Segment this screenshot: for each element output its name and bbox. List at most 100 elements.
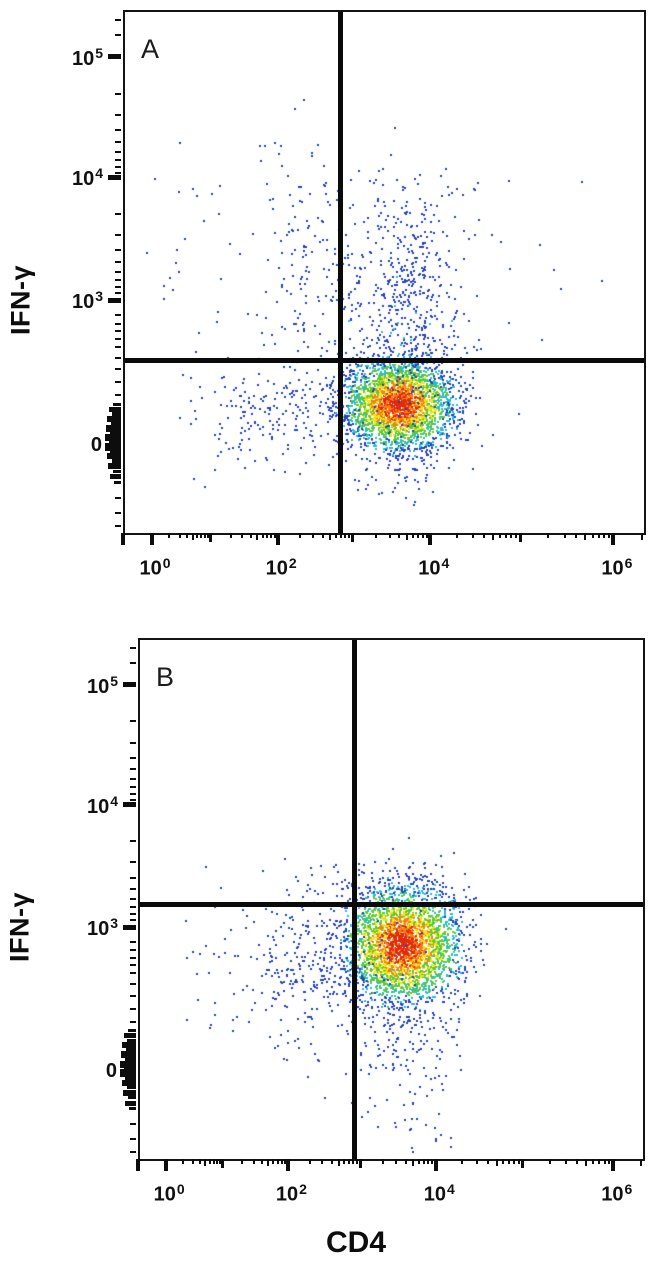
- x-minor-tick: [608, 1159, 611, 1164]
- x-minor-tick: [256, 533, 259, 540]
- y-minor-tick: [130, 647, 136, 650]
- y-near-zero-tick: [129, 1107, 136, 1111]
- y-near-zero-tick: [121, 1051, 136, 1059]
- y-tick-label: 105: [71, 45, 103, 70]
- y-near-zero-tick: [114, 481, 121, 485]
- x-minor-tick: [513, 1159, 516, 1164]
- y-minor-tick: [115, 367, 121, 370]
- x-minor-tick: [261, 533, 264, 538]
- x-major-tick: [275, 533, 280, 545]
- x-minor-tick: [276, 1159, 279, 1164]
- y-minor-tick: [130, 861, 136, 864]
- y-near-zero-tick: [120, 1060, 136, 1068]
- x-minor-tick: [272, 1159, 275, 1164]
- y-near-zero-tick: [108, 463, 121, 470]
- y-minor-tick: [130, 661, 136, 664]
- x-minor-tick: [347, 533, 350, 538]
- y-near-zero-tick: [125, 1057, 136, 1062]
- x-minor-tick: [374, 533, 377, 538]
- y-near-zero-tick: [106, 424, 121, 432]
- x-minor-tick: [299, 533, 302, 538]
- x-major-tick: [521, 1159, 525, 1168]
- x-minor-tick: [517, 1159, 520, 1164]
- x-tick-label: 102: [265, 555, 297, 580]
- x-minor-tick: [510, 533, 513, 538]
- y-minor-tick: [130, 840, 136, 843]
- x-minor-tick: [181, 1159, 184, 1164]
- y-major-tick: [123, 682, 136, 688]
- x-minor-tick: [249, 533, 252, 538]
- y-near-zero-tick: [122, 1042, 136, 1049]
- x-minor-tick: [267, 1159, 270, 1166]
- x-minor-tick: [204, 1159, 207, 1166]
- x-major-tick: [350, 533, 354, 542]
- x-major-tick: [221, 1159, 224, 1168]
- y-minor-tick: [130, 1020, 136, 1023]
- y-near-zero-tick: [128, 1096, 136, 1100]
- x-minor-tick: [348, 1159, 351, 1164]
- y-near-zero-tick: [109, 406, 121, 412]
- x-minor-tick: [563, 533, 566, 538]
- x-corner-tick: [641, 533, 643, 540]
- x-minor-tick: [411, 533, 414, 538]
- x-minor-tick: [218, 1159, 221, 1164]
- y-major-tick: [108, 297, 121, 303]
- y-minor-tick: [115, 171, 121, 174]
- y-minor-tick: [115, 345, 121, 348]
- y-near-zero-tick: [110, 474, 121, 480]
- panel-a-quadrant-gate-horizontal: [125, 357, 644, 363]
- y-minor-tick: [115, 234, 121, 237]
- x-minor-tick: [191, 533, 194, 540]
- y-minor-tick: [130, 983, 136, 986]
- x-minor-tick: [168, 533, 171, 538]
- x-minor-tick: [598, 1159, 601, 1164]
- x-minor-tick: [191, 1159, 194, 1164]
- x-minor-tick: [198, 1159, 201, 1164]
- y-near-zero-tick: [115, 496, 121, 499]
- x-minor-tick: [382, 1159, 385, 1164]
- x-major-tick: [611, 1159, 616, 1171]
- x-minor-tick: [203, 533, 206, 538]
- x-tick-label: 100: [139, 555, 171, 580]
- y-minor-tick: [115, 212, 121, 215]
- y-minor-tick: [115, 165, 121, 168]
- y-minor-tick: [115, 92, 121, 95]
- x-minor-tick: [337, 1159, 340, 1166]
- y-minor-tick: [115, 34, 121, 36]
- y-near-zero-tick: [113, 402, 121, 406]
- y-tick-label: 104: [71, 165, 103, 191]
- x-minor-tick: [608, 533, 611, 538]
- x-minor-tick: [584, 533, 587, 540]
- x-minor-tick: [418, 1159, 421, 1164]
- y-near-zero-tick: [112, 412, 121, 417]
- x-minor-tick: [585, 1159, 588, 1166]
- x-major-tick: [163, 1159, 168, 1171]
- x-minor-tick: [405, 533, 408, 540]
- y-minor-tick: [115, 249, 121, 252]
- y-tick-label: 105: [86, 672, 118, 698]
- x-minor-tick: [597, 533, 600, 538]
- x-minor-tick: [330, 1159, 333, 1164]
- y-minor-tick: [115, 356, 121, 359]
- x-major-tick: [611, 533, 616, 545]
- x-minor-tick: [417, 533, 420, 538]
- y-near-zero-tick: [124, 1066, 136, 1072]
- x-minor-tick: [344, 533, 347, 538]
- x-minor-tick: [576, 1159, 579, 1164]
- y-minor-tick: [115, 286, 121, 289]
- y-minor-tick: [130, 799, 136, 802]
- y-minor-tick: [115, 330, 121, 333]
- x-major-tick: [428, 533, 433, 545]
- panel-b-quadrant-gate-horizontal: [140, 901, 643, 907]
- x-major-tick: [149, 533, 154, 545]
- y-minor-tick: [115, 394, 121, 397]
- y-near-zero-tick: [125, 1100, 136, 1106]
- y-minor-tick: [130, 786, 136, 789]
- x-minor-tick: [472, 533, 475, 538]
- x-minor-tick: [499, 533, 502, 538]
- y-near-zero-tick: [105, 443, 121, 452]
- x-minor-tick: [425, 533, 428, 538]
- y-tick-label: 0: [105, 1060, 117, 1083]
- y-near-zero-tick: [110, 449, 121, 455]
- y-minor-tick: [130, 756, 136, 759]
